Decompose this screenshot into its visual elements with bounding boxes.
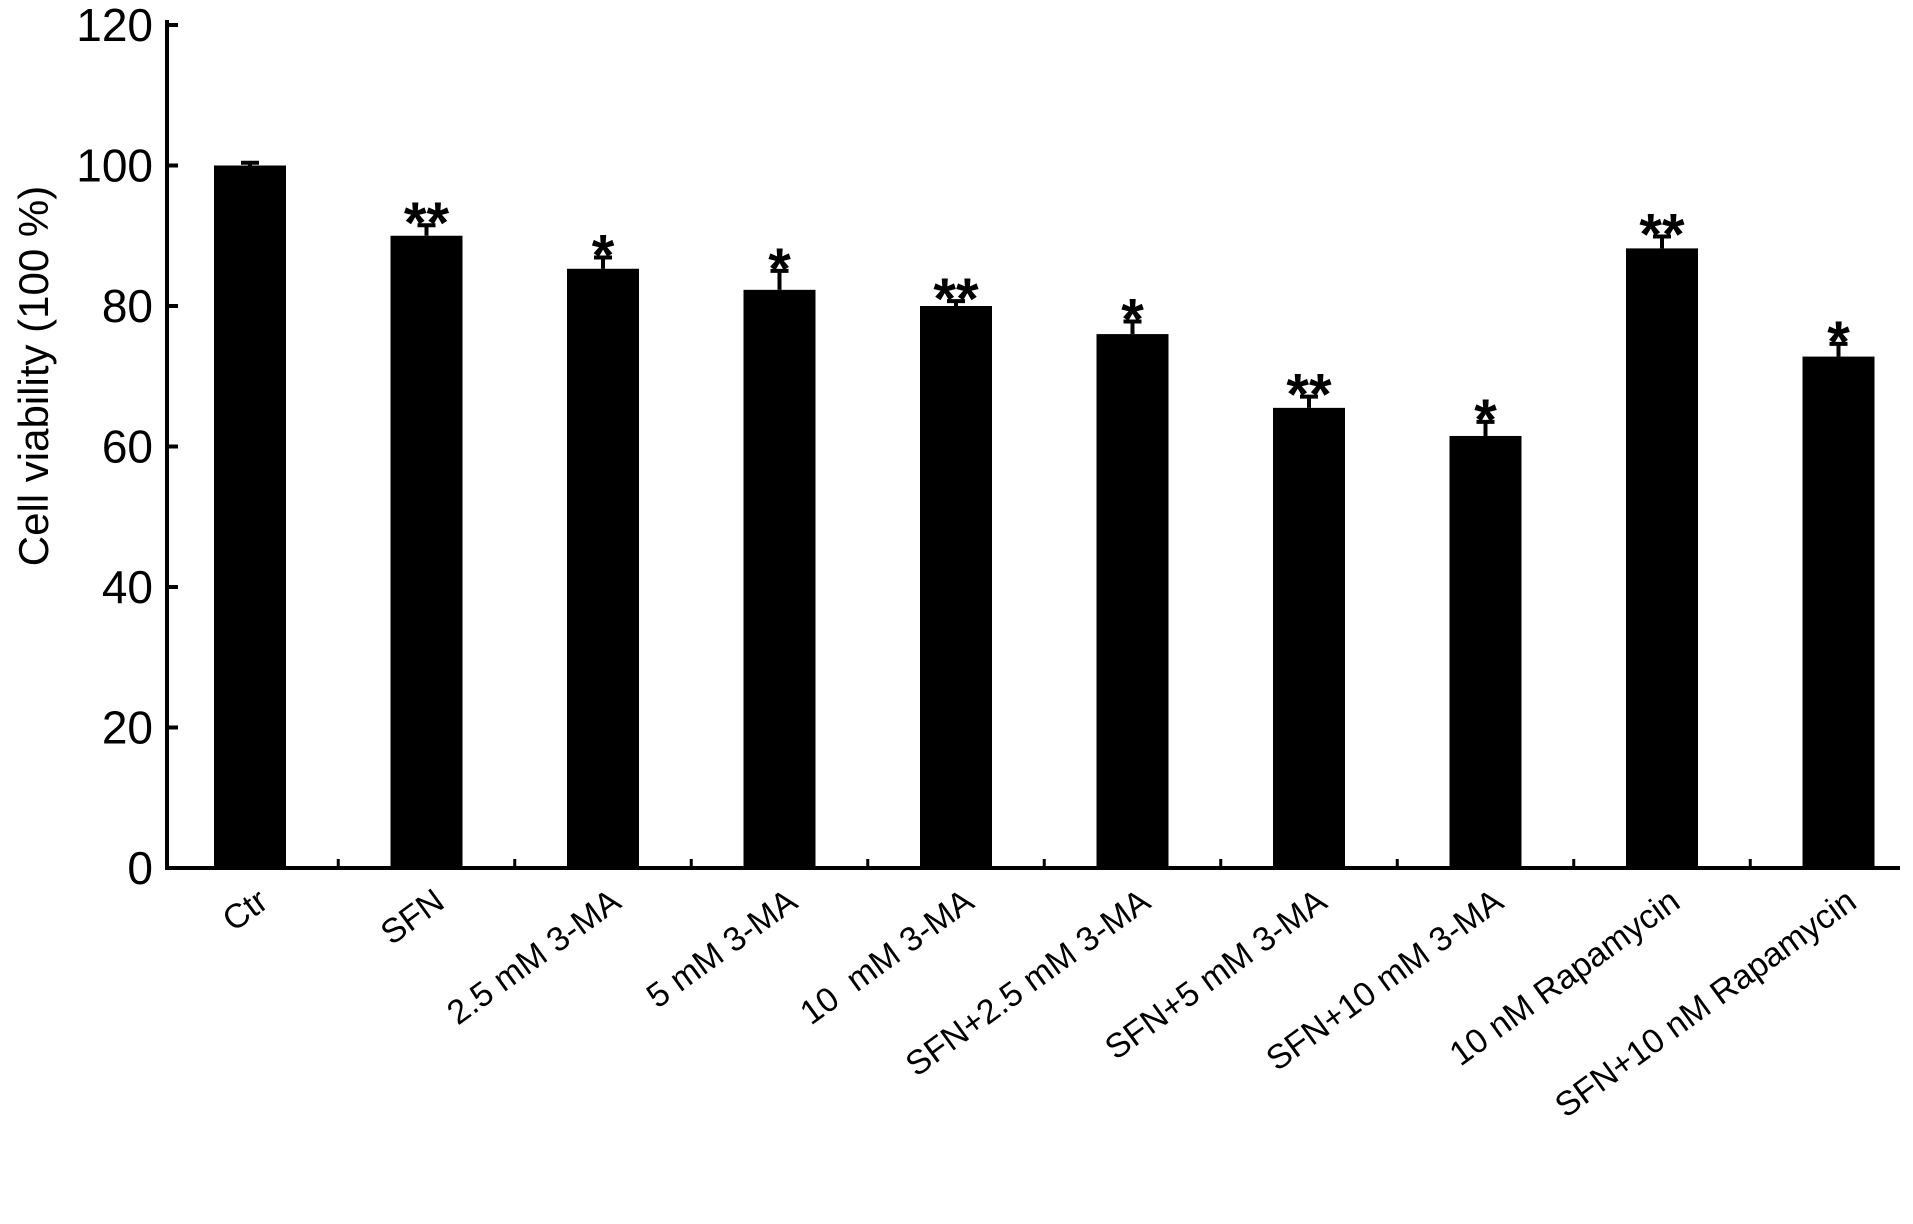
significance-label-6: *: [1121, 287, 1144, 352]
bar-2: [390, 235, 463, 868]
error-bar-9: [1653, 234, 1671, 249]
bar-3: [567, 268, 639, 869]
significance-label-9: **: [1639, 202, 1685, 267]
significance-label-5: **: [933, 267, 979, 332]
bar-5: [920, 306, 992, 868]
error-bar-8: [1476, 419, 1495, 436]
x-tick-label: SFN: [374, 882, 451, 953]
y-axis-title: Cell viability (100 %): [10, 186, 57, 566]
error-bar-6: [1123, 319, 1142, 335]
significance-label-8: *: [1474, 388, 1497, 453]
y-tick-label: 0: [127, 842, 153, 894]
error-bar-3: [594, 255, 612, 269]
error-bar-10: [1829, 341, 1848, 357]
x-tick-label: SFN+10 nM Rapamycin: [1548, 882, 1863, 1125]
y-tick-label: 40: [102, 561, 153, 613]
significance-label-3: *: [592, 224, 615, 289]
x-tick-label: 5 mM 3-MA: [640, 882, 805, 1016]
error-bar-7: [1300, 394, 1318, 408]
significance-label-4: *: [768, 237, 791, 302]
y-tick-label: 20: [102, 702, 153, 754]
significance-label-2: **: [404, 191, 450, 256]
x-tick-label: 10 mM 3-MA: [793, 882, 981, 1033]
bars-group: [214, 165, 1875, 869]
error-bar-4: [770, 268, 789, 290]
error-bar-1: [241, 160, 259, 166]
y-tick-label: 80: [102, 280, 153, 332]
significance-labels-group: ** * * ** *** ****: [404, 191, 1850, 453]
y-tick-label: 100: [76, 140, 153, 192]
y-tick-label: 120: [76, 0, 153, 51]
error-bars-group: [241, 160, 1848, 436]
bar-9: [1626, 248, 1698, 868]
significance-label-10: *: [1827, 310, 1850, 375]
significance-label-7: **: [1286, 363, 1332, 428]
error-bar-2: [417, 223, 436, 236]
bar-1: [214, 165, 286, 868]
y-tick-label: 60: [102, 421, 153, 473]
bar-10: [1802, 356, 1875, 868]
bar-4: [743, 289, 816, 868]
bar-8: [1449, 435, 1522, 868]
error-bar-5: [947, 299, 965, 306]
x-tick-label: 2.5 mM 3-MA: [440, 882, 628, 1033]
x-tick-label: Ctr: [216, 882, 275, 939]
bar-6: [1096, 334, 1169, 869]
bar-7: [1273, 407, 1345, 868]
y-ticks-group: 0 20 40 60 80 100 120: [76, 0, 178, 894]
